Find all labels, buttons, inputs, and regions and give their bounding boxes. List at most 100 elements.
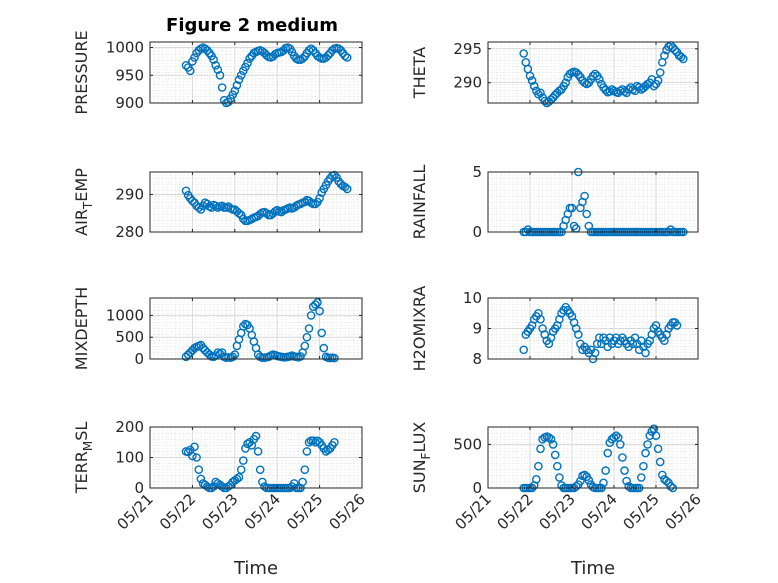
y-tick-label: 0: [134, 350, 144, 368]
data-point: [306, 44, 316, 54]
y-tick-label: 295: [453, 40, 482, 58]
data-point: [342, 53, 352, 62]
subplot-2: 290 295 THETA: [410, 40, 699, 108]
data-point: [655, 457, 665, 467]
y-tick-label: 10: [463, 289, 482, 307]
data-point: [618, 453, 627, 462]
subplot-8: 05/2105/2205/2305/2405/2505/260500SUNFLU…: [410, 422, 705, 579]
x-tick-label: 05/24: [578, 490, 621, 533]
data-point: [200, 44, 210, 54]
data-point: [238, 214, 248, 224]
axes-box: [487, 41, 699, 104]
axes-box: [149, 297, 363, 360]
y-tick-label: 9: [472, 320, 482, 338]
x-tick-label: 05/22: [156, 490, 199, 533]
data-point: [532, 474, 541, 484]
data-point: [330, 437, 339, 447]
axes-box: [149, 41, 363, 104]
axes-box: [487, 171, 699, 233]
data-point: [315, 193, 324, 203]
data-point: [519, 345, 529, 355]
data-point: [300, 197, 310, 207]
data-point: [232, 474, 242, 484]
x-tick-label: 05/22: [494, 490, 537, 533]
data-point: [580, 470, 589, 480]
data-point: [666, 481, 676, 491]
y-tick-label: 280: [115, 223, 144, 241]
data-point: [588, 71, 598, 81]
data-point: [546, 434, 556, 444]
data-point: [300, 341, 310, 351]
data-point: [190, 442, 199, 452]
data-point: [536, 88, 545, 98]
y-tick-label: 0: [472, 223, 482, 241]
data-point: [258, 477, 267, 487]
data-point: [569, 221, 579, 231]
data-point: [304, 437, 314, 447]
subplot-1: 900 950 1000 PRESSURE: [72, 30, 363, 115]
data-point: [323, 445, 333, 455]
data-point: [317, 328, 327, 338]
data-point: [211, 201, 220, 211]
data-point: [311, 300, 320, 309]
data-point: [653, 76, 663, 85]
data-point: [215, 71, 225, 80]
x-tick-label: 05/23: [198, 490, 241, 533]
subplot-3: 280 290 AIRTEMP: [72, 168, 363, 241]
data-point: [601, 466, 610, 475]
data-point: [217, 83, 227, 92]
data-point: [342, 184, 352, 194]
y-tick-label: 500: [453, 435, 482, 453]
data-point: [548, 440, 558, 449]
data-point: [304, 324, 314, 333]
data-point: [192, 453, 201, 462]
data-point: [553, 461, 562, 471]
data-point: [340, 51, 350, 61]
data-point: [649, 81, 659, 91]
data-point: [298, 477, 307, 487]
data-point: [340, 182, 350, 192]
y-tick-label: 500: [115, 328, 144, 346]
data-point: [662, 476, 671, 486]
data-point: [555, 473, 564, 482]
data-point: [213, 65, 223, 74]
data-point: [202, 482, 212, 491]
data-point: [205, 350, 214, 359]
data-point: [302, 447, 312, 456]
data-point: [323, 51, 333, 60]
data-point: [200, 345, 210, 355]
data-point: [228, 352, 237, 362]
data-point: [574, 330, 583, 339]
data-point: [561, 78, 571, 87]
data-point: [609, 86, 619, 96]
y-axis-label: THETA: [410, 47, 429, 99]
data-point: [643, 440, 652, 449]
data-point: [658, 470, 667, 480]
data-point: [188, 451, 197, 461]
data-point: [234, 208, 244, 218]
data-point: [253, 447, 263, 456]
y-tick-label: 900: [115, 94, 144, 112]
data-point: [620, 466, 629, 475]
data-point: [190, 53, 199, 62]
data-point: [639, 461, 648, 471]
data-point: [655, 68, 665, 77]
data-point: [181, 352, 191, 362]
x-tick-label: 05/26: [662, 490, 705, 533]
data-point: [584, 475, 594, 485]
data-point: [217, 348, 227, 357]
x-axis-label: Time: [233, 558, 278, 579]
figure-title: Figure 2 medium: [166, 15, 338, 36]
axes-box: [149, 171, 363, 233]
data-point: [308, 302, 318, 312]
data-point: [262, 208, 271, 218]
data-point: [232, 81, 242, 90]
x-tick-label: 05/25: [283, 490, 326, 533]
data-point: [527, 76, 537, 85]
data-point: [622, 476, 631, 486]
subplot-5: 0 500 1000 MIXDEPTH: [72, 287, 363, 370]
y-tick-label: 0: [134, 479, 144, 497]
data-point: [230, 86, 240, 96]
y-axis-label: MIXDEPTH: [72, 287, 91, 370]
x-tick-label: 05/25: [620, 490, 663, 533]
